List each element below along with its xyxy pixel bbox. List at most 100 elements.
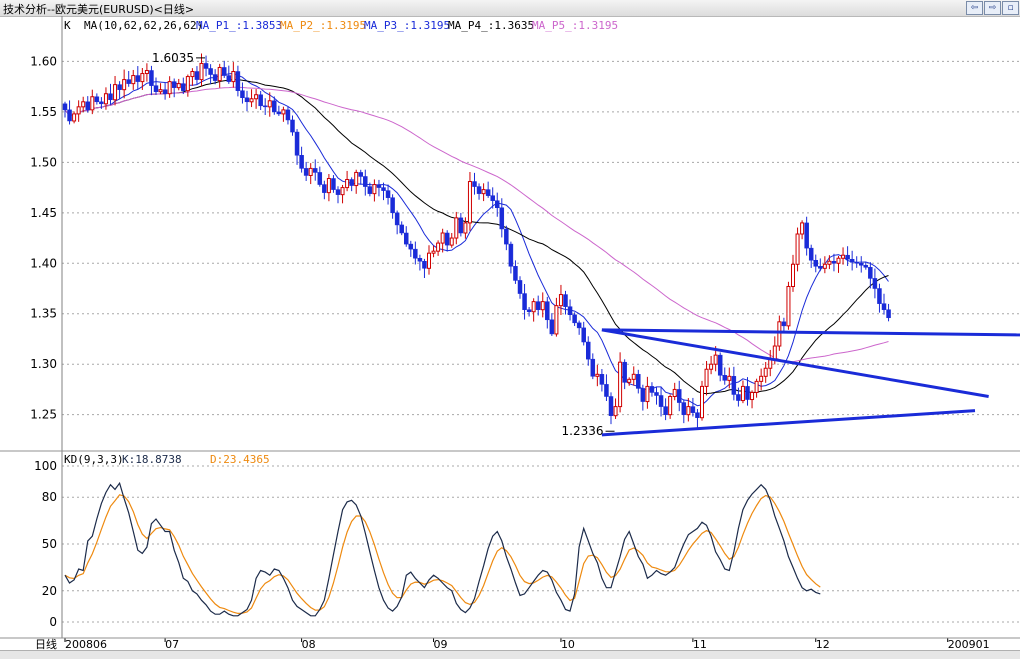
ma-legend-5: MA_P5_:1.3195 <box>532 19 618 32</box>
candle-body-up <box>481 189 486 195</box>
x-axis-label: 日线 <box>35 637 57 650</box>
candle-body-down <box>331 178 336 190</box>
candle-body-up <box>144 70 149 75</box>
y-tick-label-kd: 50 <box>42 537 57 551</box>
candle-body-down <box>545 301 550 321</box>
candle-body-up <box>122 79 127 91</box>
candle-body-down <box>262 105 268 108</box>
candle-body-down <box>808 247 814 261</box>
candle-body-down <box>394 212 400 226</box>
candle-body-down <box>526 309 532 312</box>
annotation-label-1: 1.2336 <box>562 424 604 438</box>
candle-body-down <box>385 190 391 198</box>
candle-body-up <box>709 363 714 370</box>
candle-body-down <box>376 184 382 188</box>
candle-body-down <box>235 71 241 91</box>
candle-body-up <box>454 217 459 239</box>
candle-body-down <box>663 406 668 415</box>
trend-line-2 <box>601 409 976 437</box>
scroll-left-icon[interactable]: ⇦ <box>966 1 983 15</box>
candle-body-up <box>554 305 559 335</box>
y-tick-label-main: 1.60 <box>30 54 57 68</box>
candle-body-down <box>322 184 327 193</box>
candle-body-down <box>567 306 573 316</box>
candle-body-down <box>276 111 282 115</box>
candle-body-down <box>731 376 737 395</box>
window-restore-icon[interactable]: ▫ <box>1002 1 1019 15</box>
candle-body-up <box>740 385 745 402</box>
candle-body-down <box>831 261 837 264</box>
candle-body-down <box>212 74 218 81</box>
candlesticks <box>62 53 891 428</box>
candle-body-up <box>281 109 286 115</box>
candle-body-down <box>285 109 291 121</box>
candle-body-down <box>845 254 850 260</box>
candle-body-down <box>317 172 323 185</box>
candle-body-up <box>190 71 195 78</box>
ma-line-62 <box>64 86 889 363</box>
ma-params-label: MA(10,62,62,26,62) <box>84 19 203 32</box>
candle-body-down <box>313 168 318 173</box>
candle-body-up <box>540 301 545 311</box>
kd-d-value: D:23.4365 <box>210 453 270 466</box>
scroll-right-icon[interactable]: ⇨ <box>984 1 1001 15</box>
candle-body-up <box>199 62 204 81</box>
candle-body-up <box>254 94 259 100</box>
candle-body-down <box>563 294 568 307</box>
candle-body-down <box>413 248 418 259</box>
y-tick-label-main: 1.30 <box>30 357 57 371</box>
candle-body-down <box>458 217 464 234</box>
x-tick-label: 07 <box>165 638 179 650</box>
candle-body-down <box>640 388 646 402</box>
candle-body-down <box>549 319 555 335</box>
candle-body-down <box>153 85 159 92</box>
candle-body-down <box>240 90 245 99</box>
candle-body-up <box>431 250 436 254</box>
candle-body-up <box>436 242 441 252</box>
y-tick-label-main: 1.40 <box>30 256 57 270</box>
candle-body-down <box>94 96 100 103</box>
candle-body-down <box>881 303 887 310</box>
candle-body-down <box>654 392 659 396</box>
candle-body-up <box>704 368 709 387</box>
candle-body-up <box>841 254 846 259</box>
candle-body-down <box>717 354 723 376</box>
candle-body-up <box>668 396 673 416</box>
chart-labels: 1.25 1.30 1.35 1.40 1.45 1.50 1.55 1.60 0 20 50 80 1… <box>30 19 989 650</box>
moving-average-lines <box>64 72 889 407</box>
candle-body-down <box>390 197 395 214</box>
candle-body-down <box>859 263 864 266</box>
candle-body-up <box>467 181 472 224</box>
y-tick-label-kd: 0 <box>49 615 57 629</box>
y-tick-label-main: 1.45 <box>30 206 57 220</box>
candle-body-down <box>367 186 373 194</box>
candle-body-up <box>463 222 468 234</box>
candle-body-up <box>772 345 777 360</box>
ma-legend-3: MA_P3_:1.3195 <box>364 19 450 32</box>
candle-body-up <box>618 361 623 408</box>
candle-body-down <box>444 232 450 246</box>
candle-body-up <box>427 252 431 269</box>
x-tick-label: 08 <box>302 638 316 650</box>
candle-body-down <box>208 68 213 75</box>
y-tick-label-kd: 20 <box>42 584 57 598</box>
candle-body-down <box>108 93 113 101</box>
candle-body-down <box>272 100 277 113</box>
candle-body-down <box>222 67 227 76</box>
candle-body-down <box>135 75 141 82</box>
candle-body-up <box>440 232 445 244</box>
candle-body-down <box>608 396 614 416</box>
x-tick-label: 12 <box>816 638 830 650</box>
candle-body-up <box>81 101 86 108</box>
candle-body-up <box>76 106 81 115</box>
trend-lines <box>601 328 1020 437</box>
candle-body-down <box>504 228 509 245</box>
candle-body-up <box>72 113 77 122</box>
x-tick-label: 10 <box>561 638 575 650</box>
candle-body-up <box>531 301 536 313</box>
candle-body-up <box>340 187 345 196</box>
candle-body-up <box>185 76 190 92</box>
candle-body-down <box>149 70 154 86</box>
candle-body-down <box>576 322 582 329</box>
candle-body-down <box>517 280 523 294</box>
